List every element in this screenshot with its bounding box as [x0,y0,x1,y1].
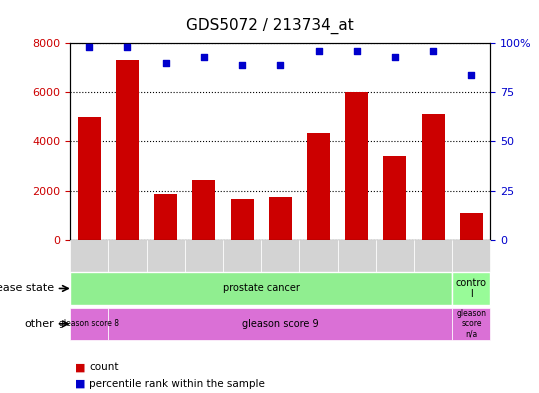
Point [161,60,170,66]
Point [467,72,476,78]
Point [123,44,132,50]
Point [353,48,361,54]
Text: GDS5072 / 213734_at: GDS5072 / 213734_at [185,18,354,34]
Bar [307,133,330,240]
Text: gleason score 9: gleason score 9 [242,319,319,329]
Point [238,62,246,68]
Bar [192,180,215,240]
Bar [78,117,101,240]
Text: contro
l: contro l [456,278,487,299]
Text: other: other [24,319,54,329]
Text: count: count [89,362,119,373]
Text: gleason
score
n/a: gleason score n/a [457,309,486,339]
Point [276,62,285,68]
Bar [269,197,292,240]
Point [199,54,208,60]
Point [314,48,323,54]
Bar [460,213,483,240]
Text: prostate cancer: prostate cancer [223,283,300,294]
Text: ■: ■ [75,379,86,389]
Bar [383,156,406,240]
Bar [154,194,177,240]
Point [85,44,93,50]
Text: gleason score 8: gleason score 8 [59,320,119,328]
Text: percentile rank within the sample: percentile rank within the sample [89,379,265,389]
Text: ■: ■ [75,362,86,373]
Text: disease state: disease state [0,283,54,294]
Point [429,48,438,54]
Bar [231,199,253,240]
Bar [421,114,445,240]
Bar [116,61,139,240]
Point [391,54,399,60]
Bar [345,92,368,240]
